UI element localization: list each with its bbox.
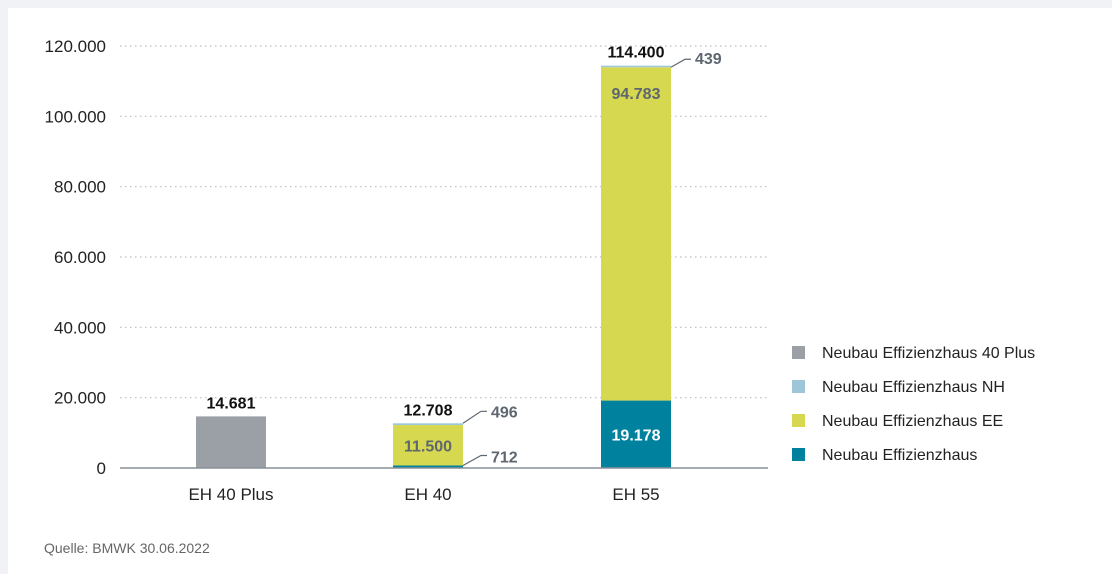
x-axis-categories: EH 40 Plus EH 40 EH 55 [188, 485, 659, 504]
bar-segment [393, 425, 463, 466]
y-tick-label: 100.000 [45, 107, 106, 126]
legend-label: Neubau Effizienzhaus [822, 447, 977, 464]
x-category-label: EH 40 [404, 485, 451, 504]
y-tick-label: 80.000 [54, 178, 106, 197]
y-tick-label: 120.000 [45, 37, 106, 56]
legend-swatch [792, 448, 805, 461]
stacked-bar-chart: 020.00040.00060.00080.000100.000120.000 … [45, 37, 1036, 504]
y-tick-label: 20.000 [54, 389, 106, 408]
y-axis-ticks: 0 20.000 40.000 60.000 80.000 100.000 120.000 [45, 37, 106, 478]
legend-label: Neubau Effizienzhaus 40 Plus [822, 345, 1035, 362]
legend-swatch [792, 414, 805, 427]
data-label: 11.500 [404, 438, 452, 455]
bar-segment [393, 465, 463, 468]
x-category-label: EH 55 [612, 485, 659, 504]
data-label: 712 [491, 449, 518, 466]
bar-segment [601, 65, 671, 68]
data-label: 496 [491, 404, 518, 421]
data-label: 19.178 [612, 427, 661, 444]
data-label: 94.783 [612, 86, 661, 103]
legend: Neubau Effizienzhaus 40 Plus Neubau Effiz… [792, 345, 1035, 464]
legend-item: Neubau Effizienzhaus 40 Plus [792, 345, 1035, 362]
bar-segment [196, 416, 266, 468]
legend-label: Neubau Effizienzhaus NH [822, 379, 1005, 396]
callout-line [670, 58, 691, 68]
source-note: Quelle: BMWK 30.06.2022 [44, 540, 210, 556]
y-tick-label: 0 [97, 459, 106, 478]
data-label: 114.400 [608, 45, 665, 62]
legend-label: Neubau Effizienzhaus EE [822, 413, 1003, 430]
y-tick-label: 40.000 [54, 318, 106, 337]
chart-card: 0 20.000 40.000 60.000 80.000 100.000 120.000 … [8, 8, 1112, 574]
bar-segment [601, 67, 671, 401]
legend-swatch [792, 346, 805, 359]
callout-line [462, 454, 487, 467]
bar-segment [393, 423, 463, 426]
data-label: 439 [695, 51, 722, 68]
data-labels: 14.681 12.708 114.400 11.500 496 712 94.783 19.… [207, 45, 722, 467]
bar-segment [601, 400, 671, 468]
callout-line [462, 410, 487, 424]
x-category-label: EH 40 Plus [188, 485, 273, 504]
bars [196, 65, 671, 468]
data-label: 12.708 [404, 402, 453, 419]
data-label: 14.681 [207, 395, 256, 412]
legend-item: Neubau Effizienzhaus [792, 447, 977, 464]
legend-item: Neubau Effizienzhaus EE [792, 413, 1003, 430]
legend-item: Neubau Effizienzhaus NH [792, 379, 1005, 396]
y-tick-label: 60.000 [54, 248, 106, 267]
legend-swatch [792, 380, 805, 393]
